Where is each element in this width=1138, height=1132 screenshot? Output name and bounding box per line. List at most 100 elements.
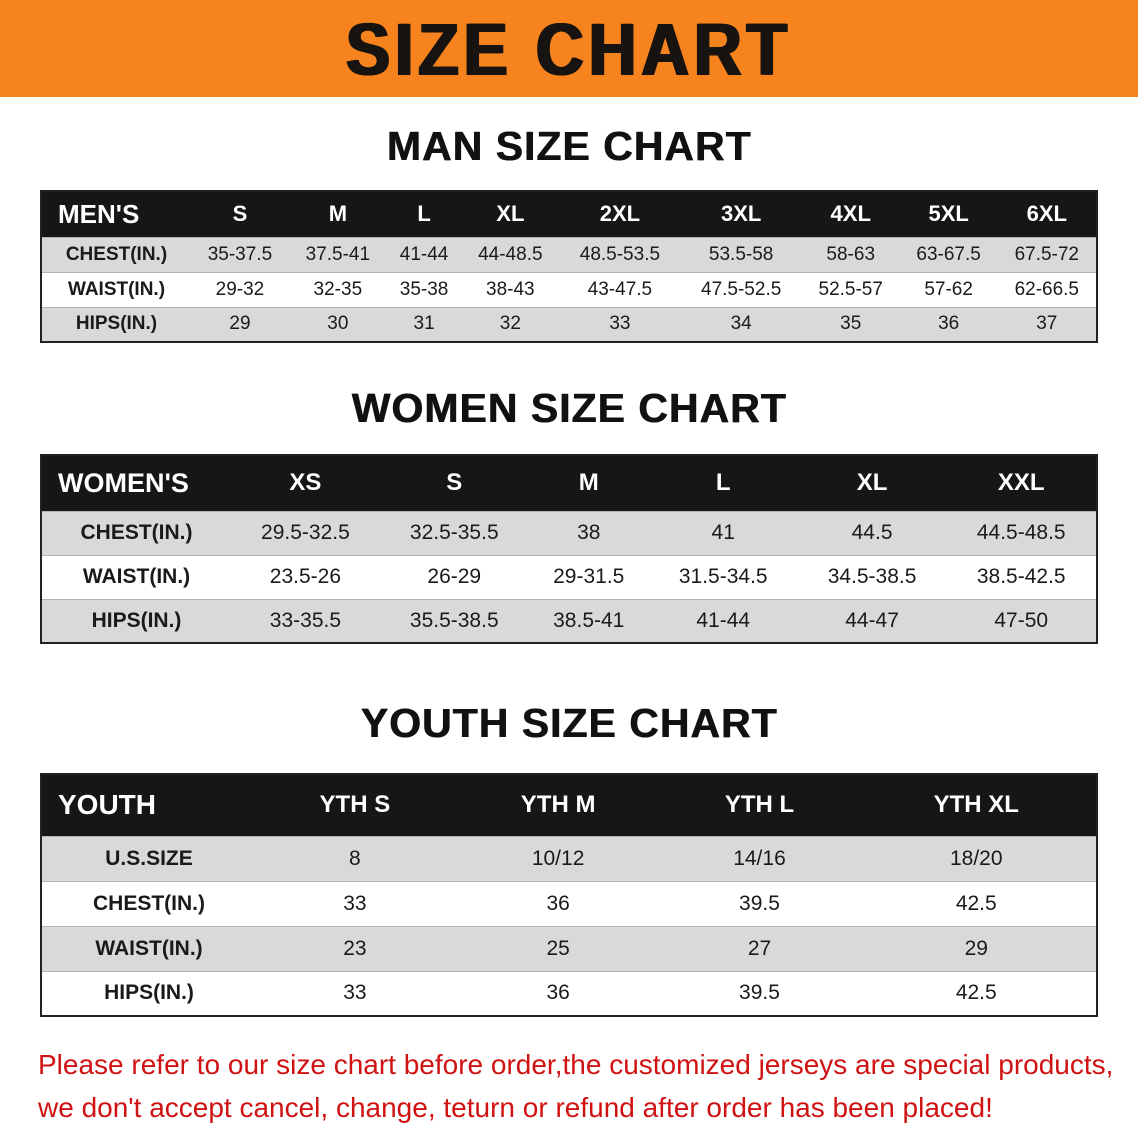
size-value-cell: 44.5 (797, 510, 947, 555)
size-value-cell: 29 (856, 925, 1097, 971)
row-label-cell: U.S.SIZE (41, 835, 256, 881)
table-header-row: YOUTH YTH S YTH M YTH L YTH XL (41, 774, 1097, 836)
size-header-cell: 2XL (559, 191, 681, 237)
size-value-cell: 32-35 (288, 271, 387, 307)
size-value-cell: 29-32 (191, 271, 289, 307)
size-value-cell: 44-48.5 (461, 236, 560, 272)
table-row: HIPS(IN.) 33-35.5 35.5-38.5 38.5-41 41-44 44-… (41, 598, 1097, 643)
size-value-cell: 30 (288, 306, 387, 342)
size-header-cell: M (528, 455, 649, 511)
row-label-cell: WAIST(IN.) (41, 554, 231, 599)
size-value-cell: 25 (453, 925, 663, 971)
table-title-cell: YOUTH (41, 774, 256, 836)
size-value-cell: 41-44 (648, 598, 798, 643)
row-label-cell: CHEST(IN.) (41, 236, 191, 272)
size-value-cell: 67.5-72 (997, 236, 1097, 272)
size-header-cell: S (191, 191, 289, 237)
size-value-cell: 18/20 (856, 835, 1097, 881)
size-chart-banner: SIZE CHART (0, 0, 1138, 97)
size-value-cell: 10/12 (453, 835, 663, 881)
size-value-cell: 33 (256, 880, 454, 926)
men-size-table: MEN'S S M L XL 2XL 3XL 4XL 5XL 6XL CHEST(IN.) 35-37… (40, 190, 1098, 343)
disclaimer-line-1: Please refer to our size chart before or… (38, 1049, 1114, 1080)
size-value-cell: 23 (256, 925, 454, 971)
size-value-cell: 31.5-34.5 (648, 554, 798, 599)
size-value-cell: 38 (528, 510, 649, 555)
youth-size-table: YOUTH YTH S YTH M YTH L YTH XL U.S.SIZE 8 10/12… (40, 773, 1098, 1017)
size-header-cell: YTH S (256, 774, 454, 836)
size-value-cell: 29-31.5 (528, 554, 649, 599)
size-value-cell: 36 (453, 970, 663, 1016)
size-value-cell: 37 (997, 306, 1097, 342)
size-header-cell: XS (231, 455, 380, 511)
size-value-cell: 44-47 (797, 598, 947, 643)
table-row: HIPS(IN.) 33 36 39.5 42.5 (41, 970, 1097, 1016)
size-header-cell: XXL (946, 455, 1097, 511)
size-value-cell: 26-29 (379, 554, 529, 599)
size-value-cell: 38.5-42.5 (946, 554, 1097, 599)
table-row: WAIST(IN.) 29-32 32-35 35-38 38-43 43-47.5 47.… (41, 271, 1097, 307)
size-header-cell: YTH XL (856, 774, 1097, 836)
size-value-cell: 35 (801, 306, 900, 342)
size-value-cell: 32 (461, 306, 560, 342)
row-label-cell: HIPS(IN.) (41, 598, 231, 643)
size-value-cell: 14/16 (662, 835, 857, 881)
size-value-cell: 33 (256, 970, 454, 1016)
size-value-cell: 29 (191, 306, 289, 342)
table-row: WAIST(IN.) 23 25 27 29 (41, 925, 1097, 971)
size-header-cell: 5XL (899, 191, 998, 237)
table-row: CHEST(IN.) 35-37.5 37.5-41 41-44 44-48.5 48.5… (41, 236, 1097, 272)
size-value-cell: 43-47.5 (559, 271, 681, 307)
size-value-cell: 42.5 (856, 880, 1097, 926)
table-header-row: MEN'S S M L XL 2XL 3XL 4XL 5XL 6XL (41, 191, 1097, 237)
size-value-cell: 41-44 (386, 236, 462, 272)
size-header-cell: 4XL (801, 191, 900, 237)
size-value-cell: 47.5-52.5 (680, 271, 802, 307)
disclaimer-note: Please refer to our size chart before or… (38, 1043, 1116, 1129)
size-value-cell: 32.5-35.5 (379, 510, 529, 555)
size-value-cell: 36 (899, 306, 998, 342)
women-size-section: WOMEN SIZE CHART WOMEN'S XS S M L XL XXL CHEST(… (0, 343, 1138, 644)
size-value-cell: 38-43 (461, 271, 560, 307)
size-value-cell: 39.5 (662, 970, 857, 1016)
size-header-cell: YTH M (453, 774, 663, 836)
size-header-cell: S (379, 455, 529, 511)
size-value-cell: 57-62 (899, 271, 998, 307)
size-header-cell: 3XL (680, 191, 802, 237)
size-value-cell: 35-38 (386, 271, 462, 307)
size-value-cell: 35.5-38.5 (379, 598, 529, 643)
row-label-cell: HIPS(IN.) (41, 306, 191, 342)
row-label-cell: WAIST(IN.) (41, 925, 256, 971)
size-value-cell: 36 (453, 880, 663, 926)
size-value-cell: 53.5-58 (680, 236, 802, 272)
size-header-cell: XL (797, 455, 947, 511)
size-header-cell: L (386, 191, 462, 237)
size-value-cell: 34.5-38.5 (797, 554, 947, 599)
men-size-section: MAN SIZE CHART MEN'S S M L XL 2XL 3XL 4XL 5XL 6XL… (0, 97, 1138, 343)
size-header-cell: XL (461, 191, 560, 237)
banner-title: SIZE CHART (346, 7, 792, 90)
table-row: WAIST(IN.) 23.5-26 26-29 29-31.5 31.5-34.5 34… (41, 554, 1097, 599)
women-section-heading: WOMEN SIZE CHART (351, 385, 787, 431)
size-value-cell: 31 (386, 306, 462, 342)
size-value-cell: 8 (256, 835, 454, 881)
size-header-cell: M (288, 191, 387, 237)
size-value-cell: 62-66.5 (997, 271, 1097, 307)
size-value-cell: 41 (648, 510, 798, 555)
size-value-cell: 58-63 (801, 236, 900, 272)
size-header-cell: L (648, 455, 798, 511)
size-value-cell: 33 (559, 306, 681, 342)
table-row: HIPS(IN.) 29 30 31 32 33 34 35 36 37 (41, 306, 1097, 342)
size-value-cell: 23.5-26 (231, 554, 380, 599)
size-value-cell: 48.5-53.5 (559, 236, 681, 272)
size-value-cell: 42.5 (856, 970, 1097, 1016)
size-value-cell: 47-50 (946, 598, 1097, 643)
size-value-cell: 34 (680, 306, 802, 342)
women-size-table: WOMEN'S XS S M L XL XXL CHEST(IN.) 29.5-32.5 32.5… (40, 454, 1098, 644)
size-value-cell: 37.5-41 (288, 236, 387, 272)
youth-section-heading: YOUTH SIZE CHART (360, 700, 778, 746)
youth-size-section: YOUTH SIZE CHART YOUTH YTH S YTH M YTH L YTH… (0, 644, 1138, 1017)
size-value-cell: 38.5-41 (528, 598, 649, 643)
table-row: U.S.SIZE 8 10/12 14/16 18/20 (41, 835, 1097, 881)
